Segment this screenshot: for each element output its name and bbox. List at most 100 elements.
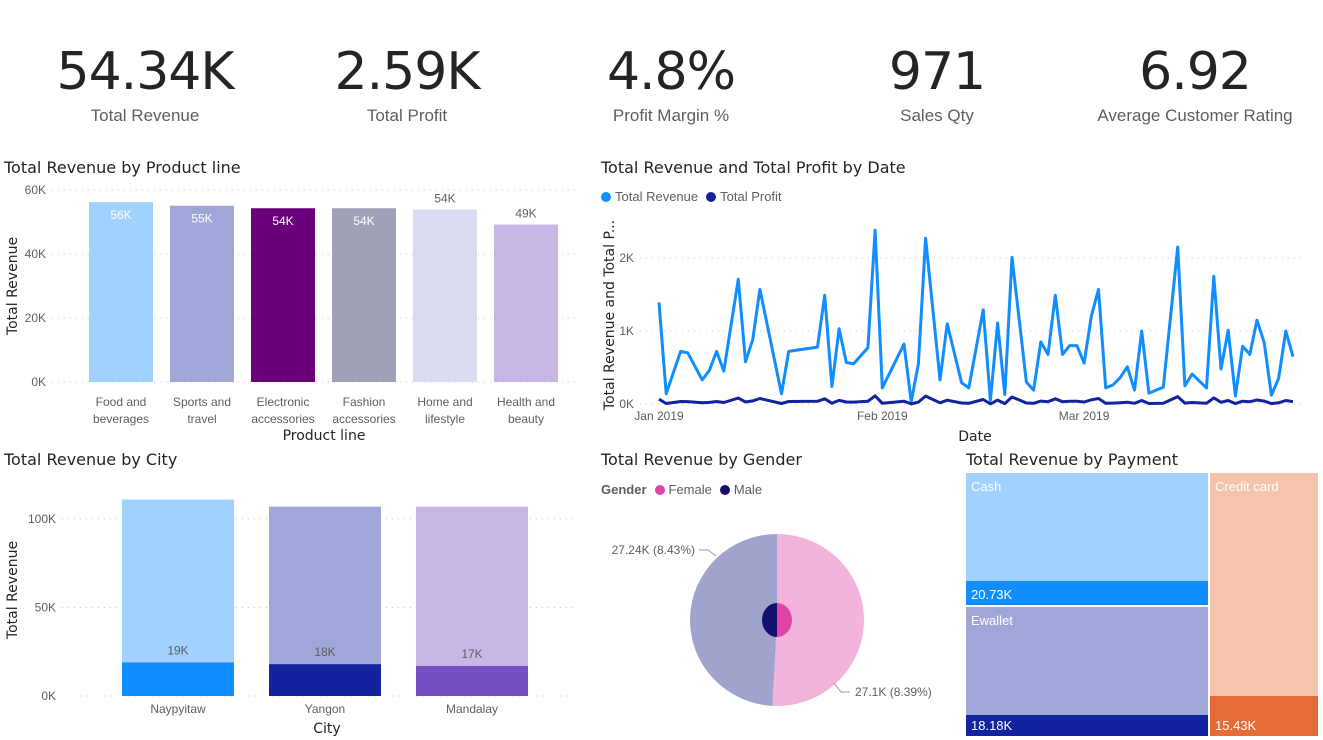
kpi-profit-margin: 4.8% Profit Margin % <box>541 40 801 126</box>
data-label: 18K <box>314 645 335 659</box>
chart-title-product-line: Total Revenue by Product line <box>4 158 241 177</box>
treemap-value: 15.43K <box>1215 718 1257 733</box>
treemap-ewallet[interactable]: Ewallet 18.18K <box>966 607 1208 736</box>
treemap-band: 15.43K <box>1210 696 1318 736</box>
bar-health-and-beauty[interactable] <box>494 224 558 382</box>
data-label: 56K <box>110 208 131 222</box>
legend-dot-profit <box>706 191 717 202</box>
kpi-label: Total Revenue <box>90 106 200 125</box>
x-tick-label: Feb 2019 <box>857 409 908 423</box>
pie-slice-female[interactable] <box>777 603 792 637</box>
kpi-label: Sales Qty <box>900 106 974 125</box>
kpi-label: Profit Margin % <box>612 106 730 125</box>
x-tick-label: Mar 2019 <box>1059 409 1110 423</box>
legend-dot-male <box>719 484 730 495</box>
legend-profit[interactable]: Total Profit <box>720 189 782 204</box>
bar-home-and-lifestyle[interactable] <box>413 209 477 382</box>
bar-fashion-accessories[interactable] <box>332 208 396 382</box>
line-legend: Total Revenue Total Profit <box>601 189 782 204</box>
bar-naypyitaw-segment[interactable] <box>122 662 234 696</box>
legend-female[interactable]: Female <box>668 482 712 497</box>
y-tick-label: 2K <box>619 251 634 265</box>
bar-naypyitaw-total[interactable] <box>122 499 234 663</box>
kpi-total-revenue: 54.34K Total Revenue <box>15 40 275 126</box>
chart-title-city: Total Revenue by City <box>4 450 178 469</box>
y-axis-title: Total Revenue <box>5 237 21 336</box>
data-label: 17K <box>461 647 482 661</box>
kpi-value: 2.59K <box>334 42 481 102</box>
data-label: 49K <box>515 207 536 221</box>
treemap-credit-card[interactable]: Credit card 15.43K <box>1210 473 1318 736</box>
bar-yangon-segment[interactable] <box>269 664 381 696</box>
chart-title-payment: Total Revenue by Payment <box>966 450 1178 469</box>
x-tick-label: Fashion <box>343 395 386 409</box>
bar-yangon-total[interactable] <box>269 506 381 665</box>
data-label: 54K <box>353 214 374 228</box>
y-tick-label: 40K <box>25 247 46 261</box>
x-tick-label: beverages <box>93 412 149 426</box>
y-tick-label: 0K <box>41 689 56 703</box>
data-label: 54K <box>272 214 293 228</box>
leader-line <box>833 682 850 693</box>
line-total-profit <box>658 394 1294 406</box>
x-tick-label: Health and <box>497 395 555 409</box>
treemap-value: 20.73K <box>971 587 1013 602</box>
legend-dot-female <box>654 484 665 495</box>
kpi-value: 971 <box>888 42 986 102</box>
treemap-value: 18.18K <box>971 718 1013 733</box>
kpi-avg-rating: 6.92 Average Customer Rating <box>1065 40 1323 126</box>
treemap-band: 20.73K <box>966 581 1208 605</box>
x-axis-title: Date <box>958 429 991 445</box>
x-tick-label: beauty <box>508 412 544 426</box>
data-label: 54K <box>434 192 455 206</box>
y-tick-label: 0K <box>31 375 46 389</box>
bar-mandalay-segment[interactable] <box>416 665 528 696</box>
x-tick-label: travel <box>187 412 216 426</box>
y-tick-label: 20K <box>25 311 46 325</box>
x-tick-label: Sports and <box>173 395 231 409</box>
data-label-male: 27.24K (8.43%) <box>612 543 695 557</box>
legend-dot-revenue <box>601 191 611 202</box>
y-axis-title: Total Revenue <box>5 541 21 640</box>
y-tick-label: 100K <box>28 512 56 526</box>
legend-revenue[interactable]: Total Revenue <box>615 189 699 204</box>
y-tick-label: 0K <box>619 397 634 411</box>
pie-slice-male-outer[interactable] <box>690 534 777 706</box>
y-tick-label: 60K <box>25 183 46 197</box>
x-tick-label: Home and <box>417 395 472 409</box>
legend-title: Gender <box>601 482 647 497</box>
x-tick-label: Mandalay <box>446 702 498 716</box>
x-tick-label: Yangon <box>305 702 345 716</box>
kpi-total-profit: 2.59K Total Profit <box>277 40 537 126</box>
x-tick-label: accessories <box>332 412 395 426</box>
chart-title-gender: Total Revenue by Gender <box>601 450 802 469</box>
bar-sports-and-travel[interactable] <box>170 205 234 382</box>
data-label-female: 27.1K (8.39%) <box>855 685 932 699</box>
treemap-label: Cash <box>971 479 1002 494</box>
gender-legend: Gender Female Male <box>601 482 762 497</box>
data-label: 19K <box>167 643 188 657</box>
pie-slice-female-outer[interactable] <box>772 534 865 707</box>
treemap-band: 18.18K <box>966 715 1208 736</box>
x-tick-label: Food and <box>96 395 147 409</box>
kpi-value: 6.92 <box>1139 42 1252 102</box>
x-axis-title: Product line <box>283 428 366 444</box>
y-tick-label: 1K <box>619 324 634 338</box>
bar-food-and-beverages[interactable] <box>89 202 153 382</box>
x-tick-label: lifestyle <box>425 412 465 426</box>
x-tick-label: accessories <box>251 412 314 426</box>
x-tick-label: Jan 2019 <box>634 409 684 423</box>
bar-mandalay-total[interactable] <box>416 506 528 666</box>
kpi-value: 4.8% <box>606 42 736 102</box>
x-axis-title: City <box>313 721 340 737</box>
x-tick-label: Naypyitaw <box>150 702 206 716</box>
kpi-label: Average Customer Rating <box>1097 106 1293 125</box>
data-label: 55K <box>191 212 212 226</box>
pie-slice-male[interactable] <box>762 603 777 637</box>
kpi-value: 54.34K <box>56 42 235 102</box>
kpi-sales-qty: 971 Sales Qty <box>807 40 1067 126</box>
treemap-cash[interactable]: Cash 20.73K <box>966 473 1208 605</box>
legend-male[interactable]: Male <box>733 482 763 497</box>
bar-electronic-accessories[interactable] <box>251 208 315 382</box>
